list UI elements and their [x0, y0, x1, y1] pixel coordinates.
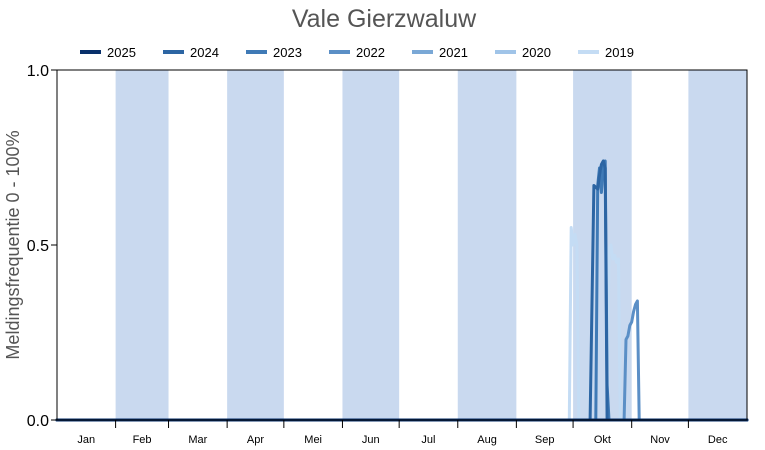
legend-label: 2025 [107, 45, 136, 60]
legend-item-2023: 2023 [246, 45, 302, 60]
legend-item-2024: 2024 [163, 45, 219, 60]
y-tick-label: 1.0 [27, 63, 49, 80]
y-tick-label: 0.0 [27, 413, 49, 430]
legend-label: 2020 [522, 45, 551, 60]
shade-feb [115, 70, 169, 420]
x-tick-label-jan: Jan [77, 434, 95, 446]
legend-item-2021: 2021 [412, 45, 468, 60]
x-tick-label-feb: Feb [133, 434, 152, 446]
chart-title: Vale Gierzwaluw [292, 5, 477, 33]
x-tick-label-nov: Nov [650, 434, 670, 446]
legend-label: 2021 [439, 45, 468, 60]
legend-label: 2019 [605, 45, 634, 60]
legend-label: 2024 [190, 45, 219, 60]
x-tick-label-sep: Sep [535, 434, 555, 446]
x-tick-label-mar: Mar [188, 434, 207, 446]
legend-label: 2022 [356, 45, 385, 60]
x-tick-label-jun: Jun [362, 434, 380, 446]
month-shading [115, 70, 747, 420]
x-tick-label-jul: Jul [421, 434, 435, 446]
x-tick-label-okt: Okt [594, 434, 611, 446]
x-tick-label-apr: Apr [247, 434, 264, 446]
legend-item-2020: 2020 [495, 45, 551, 60]
shade-apr [227, 70, 284, 420]
x-tick-label-dec: Dec [708, 434, 728, 446]
legend-label: 2023 [273, 45, 302, 60]
shade-okt [573, 70, 632, 420]
legend-item-2019: 2019 [578, 45, 634, 60]
legend-item-2022: 2022 [329, 45, 385, 60]
axes: Jan Feb Mar Apr Mei Jun Jul Aug Sep Okt Nov Dec 0.0 0… [27, 63, 728, 446]
y-tick-label: 0.5 [27, 238, 49, 255]
y-axis-label: Meldingsfrequentie 0 - 100% [3, 130, 23, 359]
series-line-2024 [55, 159, 749, 422]
x-tick-label-aug: Aug [477, 434, 497, 446]
legend-item-2025: 2025 [80, 45, 136, 60]
series-line-2022 [55, 299, 749, 422]
shade-aug [457, 70, 517, 420]
shade-jun [342, 70, 400, 420]
x-tick-label-mei: Mei [304, 434, 322, 446]
legend: 2025 2024 2023 2022 2021 2020 2019 [80, 45, 634, 60]
shade-dec [688, 70, 747, 420]
